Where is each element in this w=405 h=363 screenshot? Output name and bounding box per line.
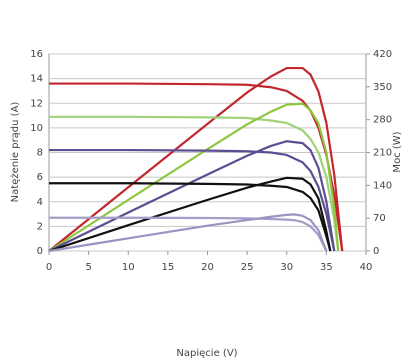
y2-tick-label: 280 xyxy=(373,115,392,126)
y-tick-label: 6 xyxy=(37,172,43,183)
y2-tick-label: 210 xyxy=(373,148,392,159)
y-tick-label: 2 xyxy=(37,221,43,232)
y2-tick-label: 140 xyxy=(373,180,392,191)
x-tick-label: 5 xyxy=(85,262,91,273)
y-tick-label: 12 xyxy=(30,98,43,109)
y-tick-label: 16 xyxy=(30,49,43,60)
y2-tick-label: 0 xyxy=(373,246,379,257)
series-line xyxy=(49,182,332,252)
y2-tick-label: 70 xyxy=(373,213,386,224)
series-line xyxy=(48,102,340,252)
series-line xyxy=(48,213,328,253)
series-line xyxy=(49,216,328,252)
x-tick-label: 25 xyxy=(241,262,254,273)
y-axis-title: Natężenie prądu (A) xyxy=(10,102,21,203)
series-line xyxy=(48,66,344,252)
x-tick-label: 40 xyxy=(360,262,373,273)
y-tick-label: 8 xyxy=(37,148,43,159)
y-tick-label: 14 xyxy=(30,74,43,85)
x-axis-title: Napięcie (V) xyxy=(176,348,237,359)
x-tick-label: 15 xyxy=(162,262,175,273)
series-line xyxy=(49,115,340,252)
x-tick-label: 35 xyxy=(320,262,333,273)
y2-axis-title: Moc (W) xyxy=(392,131,403,172)
x-tick-label: 0 xyxy=(46,262,52,273)
y-tick-label: 4 xyxy=(37,197,43,208)
series-line xyxy=(48,140,336,252)
y-tick-label: 0 xyxy=(37,246,43,257)
y2-tick-label: 350 xyxy=(373,82,392,93)
y-tick-label: 10 xyxy=(30,123,43,134)
series-line xyxy=(48,176,332,253)
y2-tick-label: 420 xyxy=(373,49,392,60)
x-tick-label: 10 xyxy=(122,262,135,273)
series-line xyxy=(49,148,336,252)
x-tick-label: 30 xyxy=(280,262,293,273)
x-tick-label: 20 xyxy=(201,262,214,273)
